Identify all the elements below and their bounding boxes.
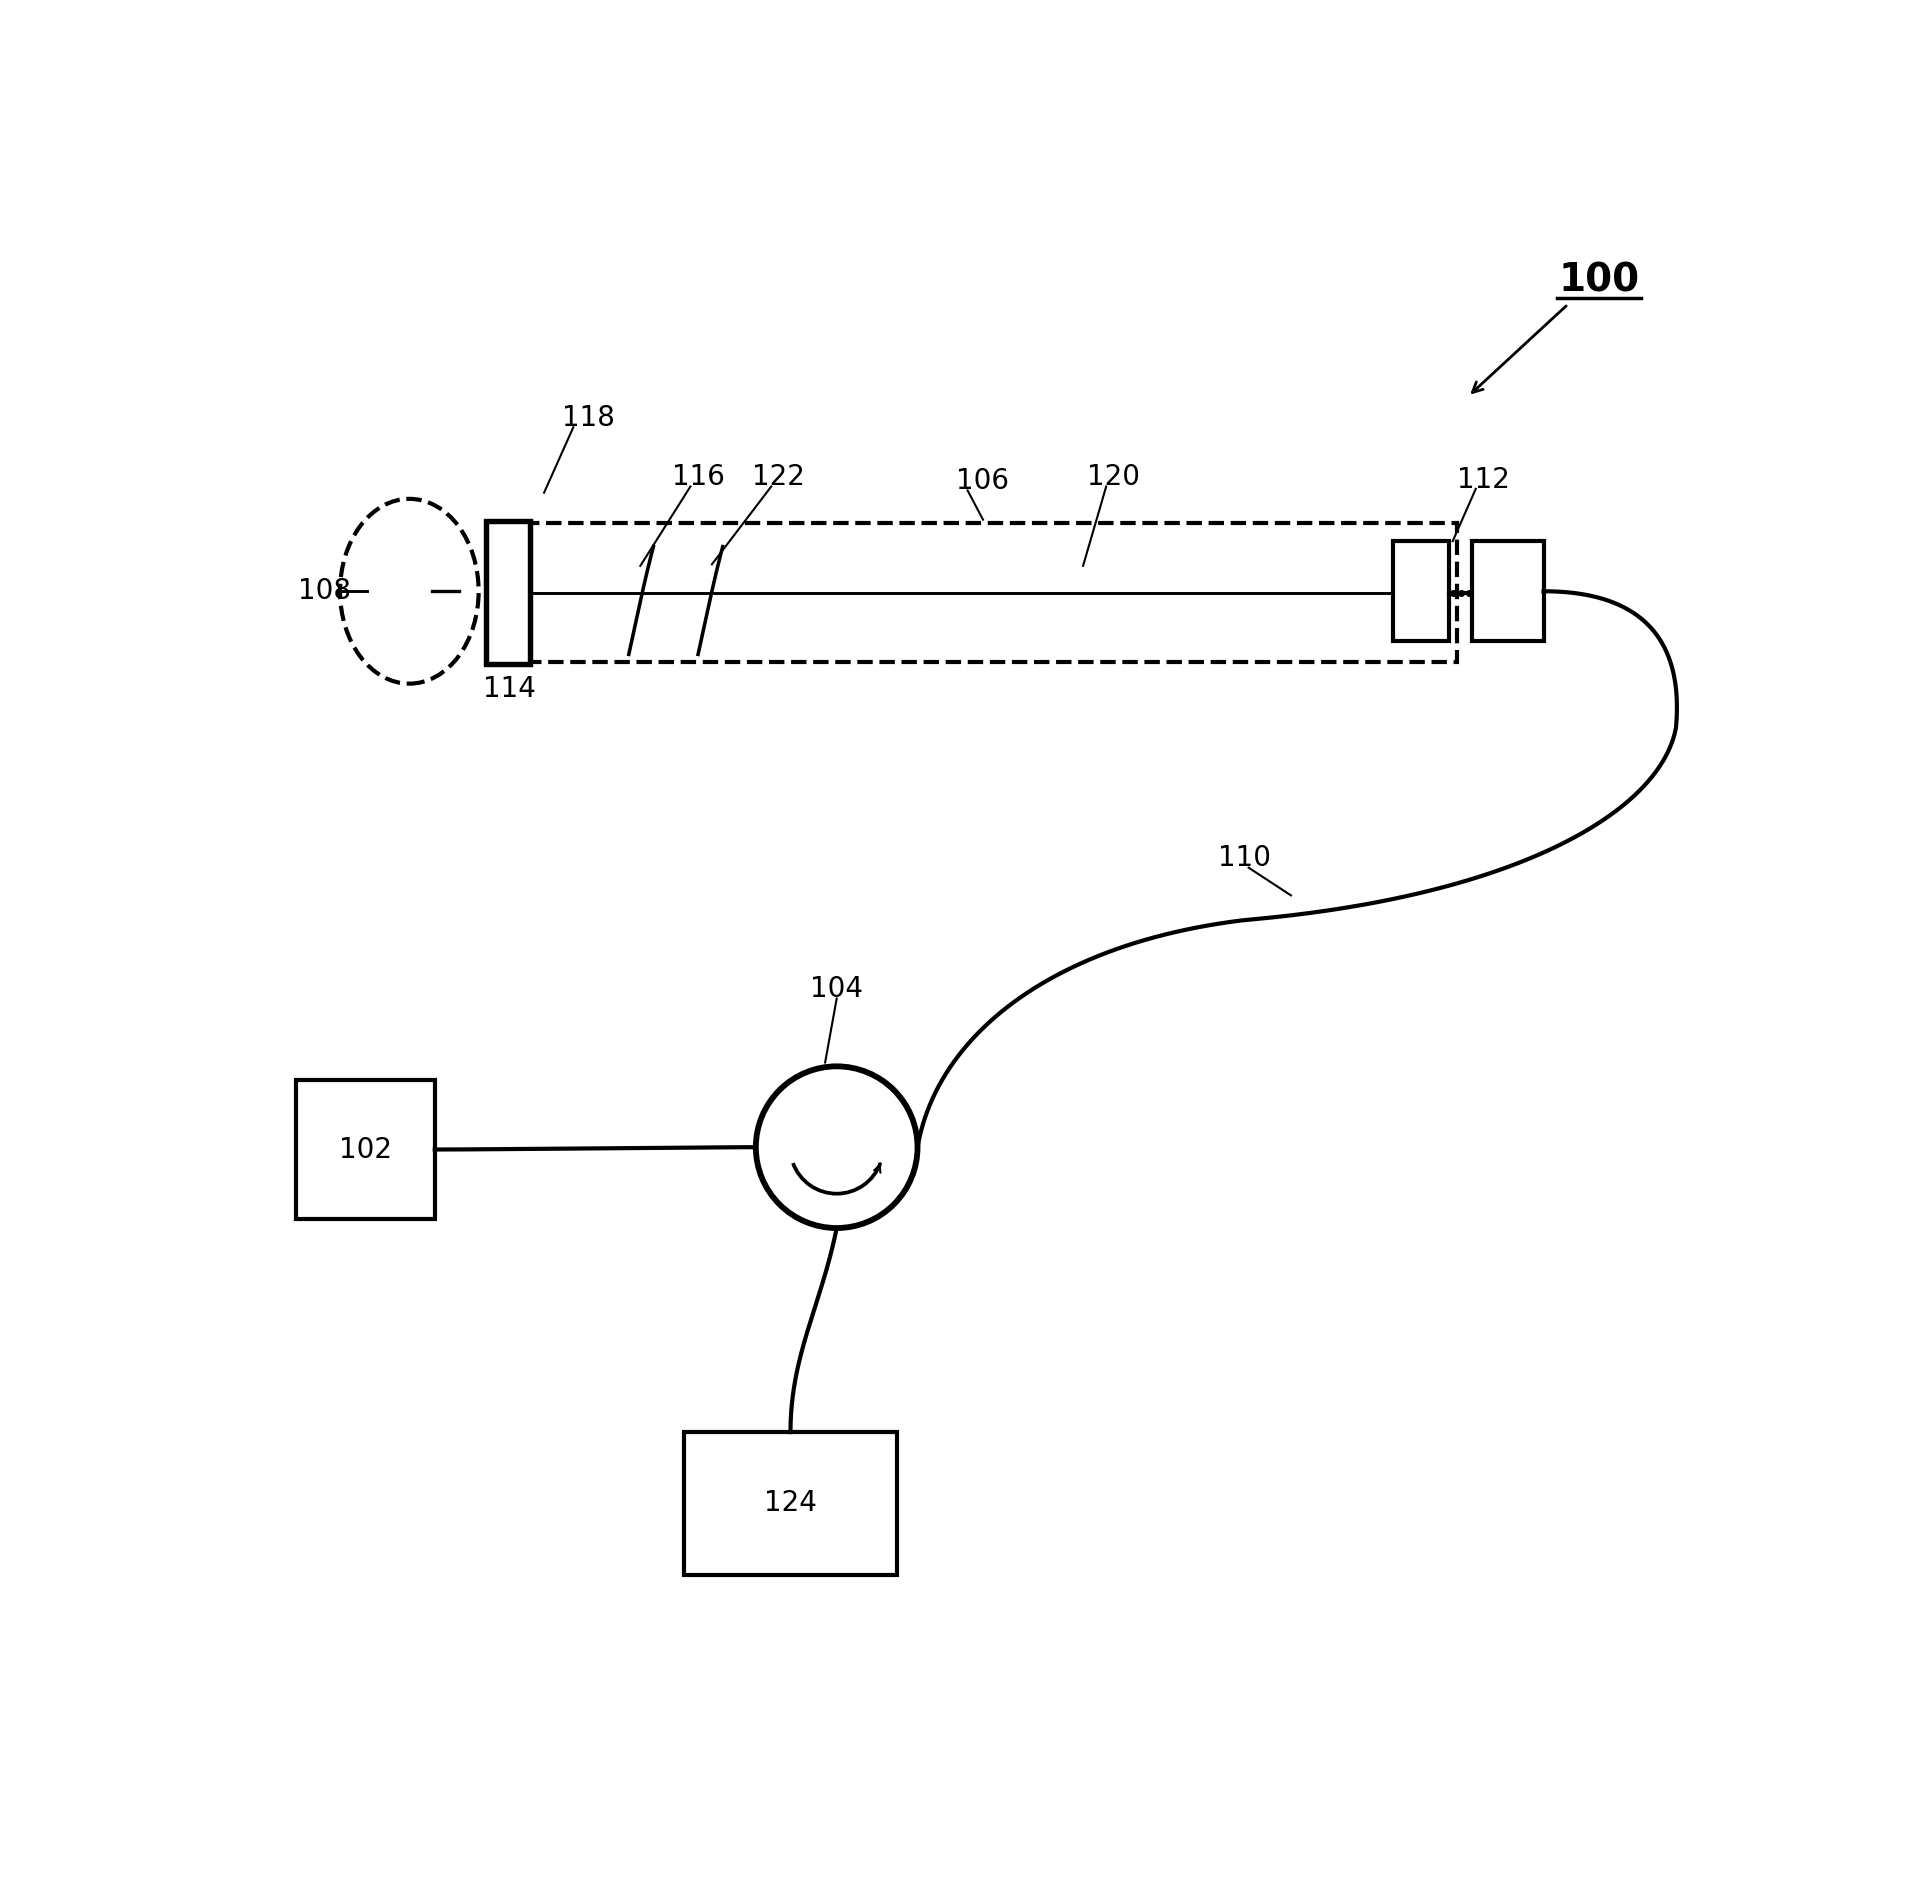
Text: 110: 110 [1218, 844, 1271, 872]
Text: 102: 102 [338, 1135, 392, 1164]
Ellipse shape [340, 499, 478, 683]
Bar [505, 524, 1457, 662]
Text: 120: 120 [1088, 464, 1140, 492]
Bar [486, 520, 530, 664]
Bar [1392, 541, 1449, 641]
Text: 104: 104 [811, 976, 862, 1003]
Text: 122: 122 [753, 464, 805, 492]
Bar [296, 1080, 434, 1218]
Text: 112: 112 [1457, 465, 1510, 494]
Text: 118: 118 [562, 405, 616, 431]
Text: 116: 116 [671, 464, 725, 492]
Text: 100: 100 [1558, 261, 1640, 301]
Text: 124: 124 [765, 1489, 816, 1517]
Bar [684, 1432, 897, 1574]
Bar [1472, 541, 1543, 641]
Text: 114: 114 [484, 675, 535, 704]
Text: 108: 108 [298, 577, 352, 605]
Text: 106: 106 [956, 467, 1010, 496]
Circle shape [755, 1067, 918, 1228]
